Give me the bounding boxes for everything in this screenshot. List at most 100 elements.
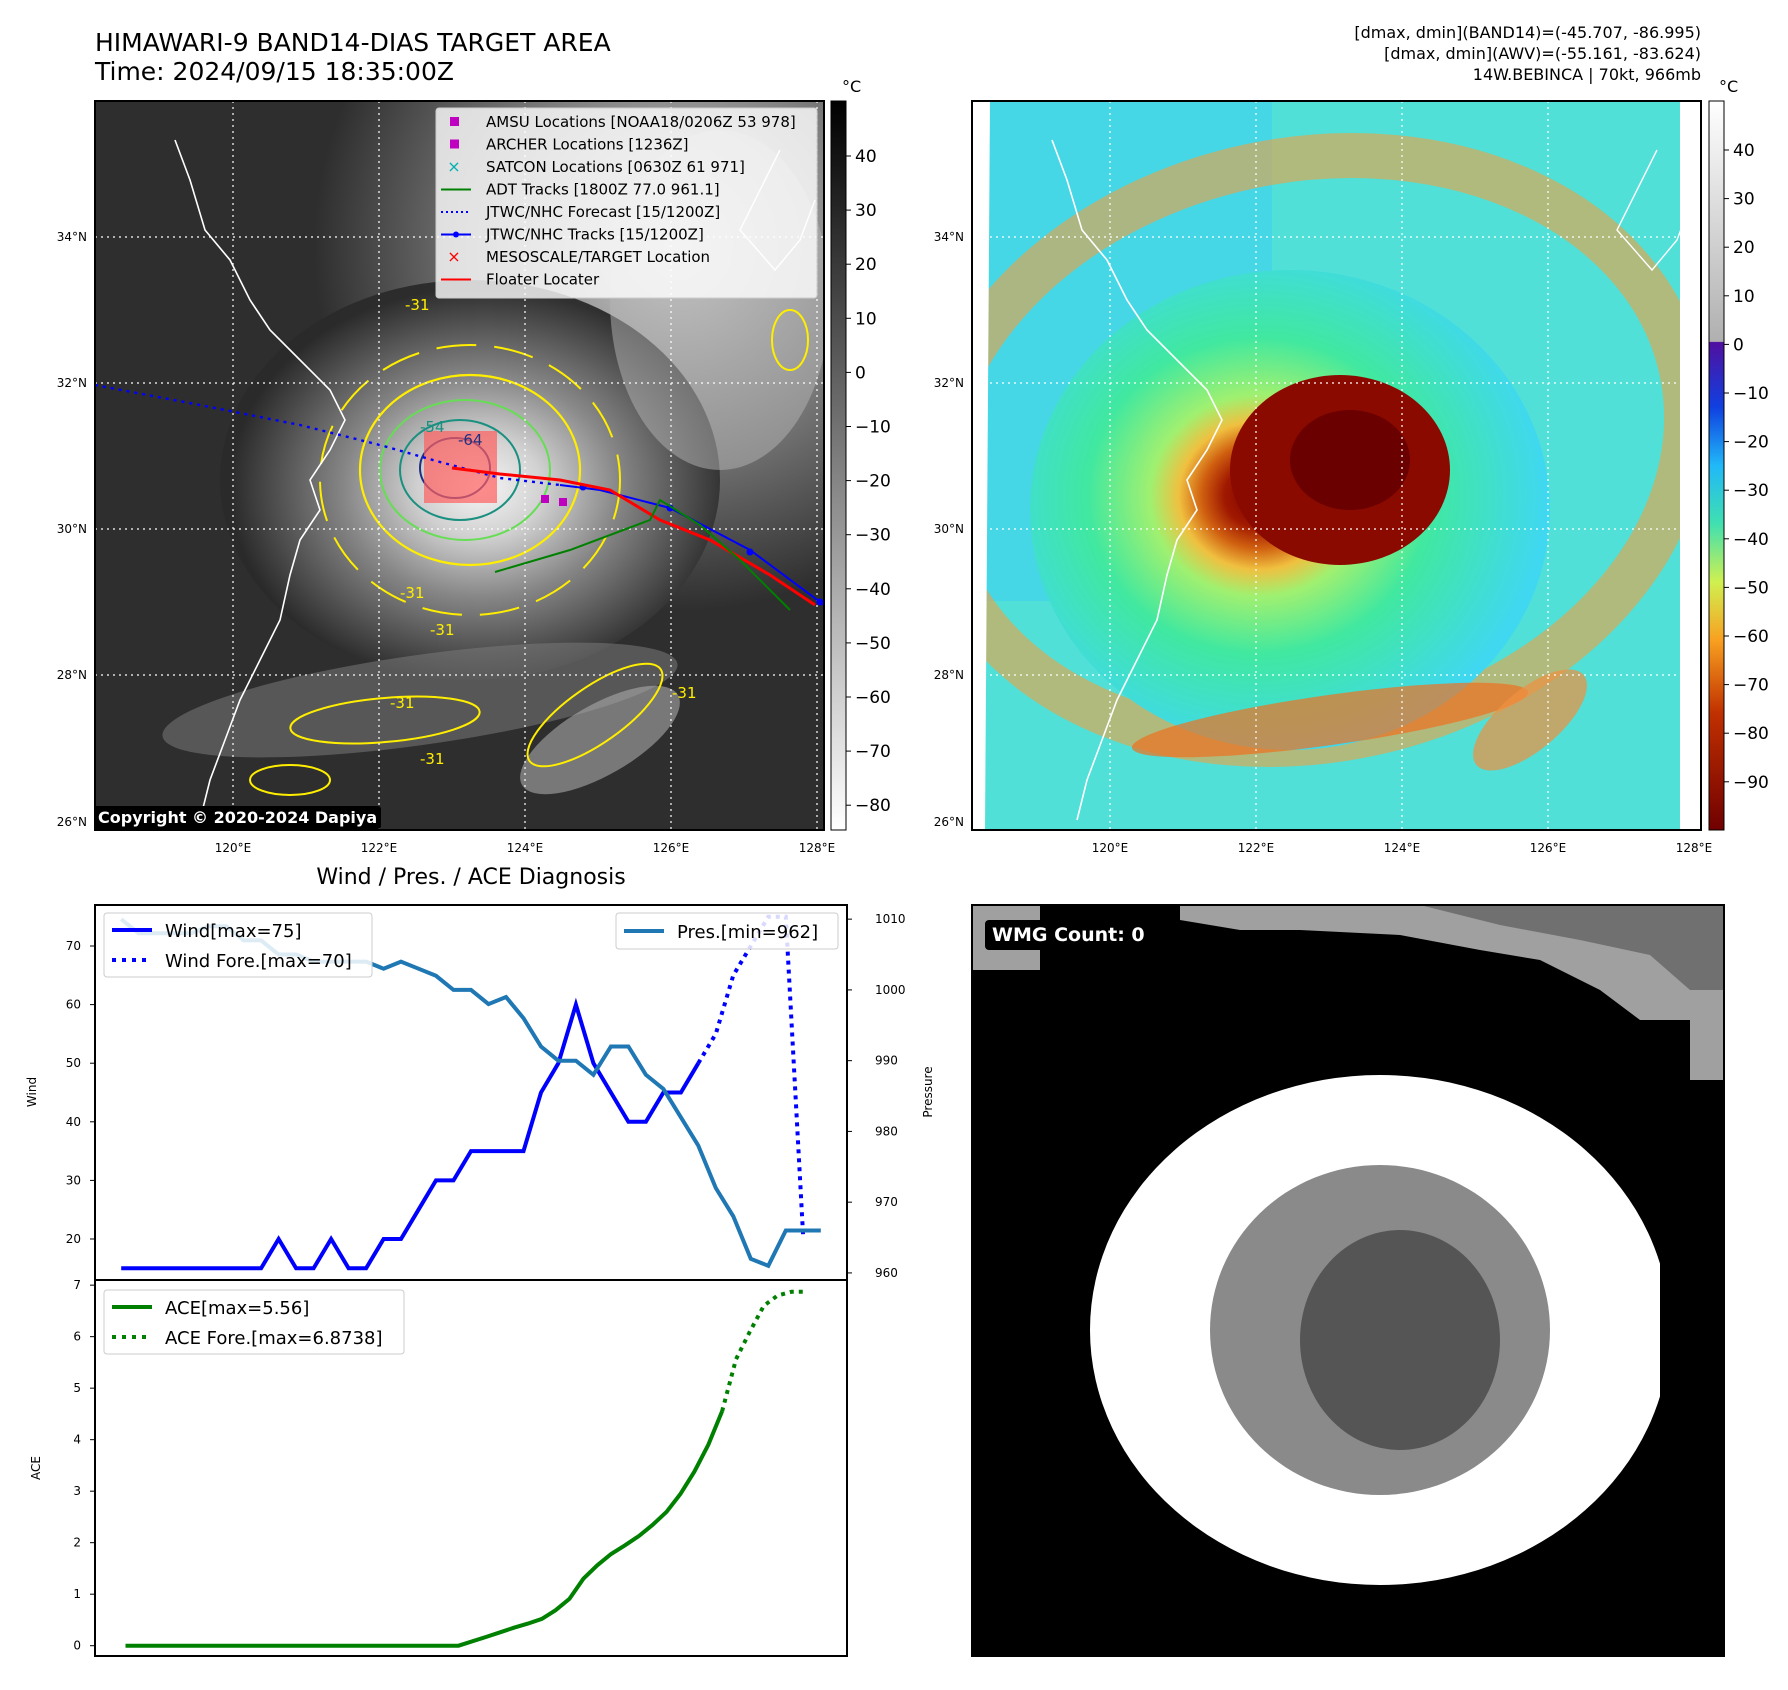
lat-tick-label: 30°N xyxy=(934,522,964,536)
pressure-tick-label: 1010 xyxy=(875,912,906,926)
contour-label: -54 xyxy=(420,418,445,436)
lon-tick-label: 128°E xyxy=(1676,841,1713,855)
colorbar-tick-label: −70 xyxy=(1733,676,1769,696)
colorbar-tick-label: 30 xyxy=(1733,190,1755,210)
legend-label: JTWC/NHC Tracks [15/1200Z] xyxy=(485,226,704,244)
colorbar-tick-label: 20 xyxy=(855,255,877,275)
lon-tick-label: 120°E xyxy=(215,841,252,855)
contour-label: -31 xyxy=(405,296,430,314)
lat-tick-label: 34°N xyxy=(57,230,87,244)
legend-label: SATCON Locations [0630Z 61 971] xyxy=(486,158,745,176)
wind-tick-label: 30 xyxy=(66,1173,81,1187)
colorbar-tick-label: 10 xyxy=(855,309,877,329)
color-colorbar: °C 40 30 20 10 0 −10 −20 −30 −40 −50 −60 −70 −80 −90 xyxy=(1708,77,1769,831)
legend-square-icon xyxy=(450,117,459,126)
colorbar-tick-label: 40 xyxy=(1733,141,1755,161)
colorbar-tick-label: −80 xyxy=(855,796,891,816)
colorbar-tick-label: 30 xyxy=(855,201,877,221)
wind-line xyxy=(121,997,701,1271)
legend-x-icon: × xyxy=(447,157,460,176)
color-map-frame xyxy=(971,100,1702,831)
wmg-panel xyxy=(971,904,1725,1657)
legend-item: × SATCON Locations [0630Z 61 971] xyxy=(447,157,745,176)
copyright-badge: Copyright © 2020-2024 Dapiya xyxy=(94,806,382,829)
colorbar-tick-label: −90 xyxy=(1733,773,1769,793)
info-awv: [dmax, dmin](AWV)=(-55.161, -83.624) xyxy=(1384,44,1701,63)
legend-item: JTWC/NHC Tracks [15/1200Z] xyxy=(441,226,704,244)
ace-tick-label: 4 xyxy=(73,1433,81,1447)
wind-forecast-legend: Wind Fore.[max=70] xyxy=(165,951,352,972)
lat-tick-label: 32°N xyxy=(57,376,87,390)
color-map-panel xyxy=(972,101,1701,830)
lon-tick-label: 122°E xyxy=(361,841,398,855)
wind-axis-label: Wind xyxy=(25,1077,39,1107)
ace-tick-label: 2 xyxy=(73,1536,81,1550)
diagnosis-title: Wind / Pres. / ACE Diagnosis xyxy=(316,865,625,890)
contour-label: -31 xyxy=(430,621,455,639)
lat-tick-label: 28°N xyxy=(57,668,87,682)
info-band14: [dmax, dmin](BAND14)=(-45.707, -86.995) xyxy=(1354,23,1701,42)
pressure-tick-label: 980 xyxy=(875,1124,898,1138)
colorbar-tick-label: −20 xyxy=(855,472,891,492)
lon-tick-label: 120°E xyxy=(1092,841,1129,855)
ace-tick-label: 1 xyxy=(73,1587,81,1601)
colorbar-tick-label: 0 xyxy=(855,363,866,383)
ace-legend: ACE[max=5.56] xyxy=(165,1298,309,1319)
lat-tick-label: 32°N xyxy=(934,376,964,390)
color-map-ticks: 34°N 32°N 30°N 28°N 26°N 120°E 122°E 124°E 126°E… xyxy=(934,230,1713,855)
ace-tick-label: 5 xyxy=(73,1381,81,1395)
colorbar-tick-label: −30 xyxy=(1733,481,1769,501)
lon-tick-label: 124°E xyxy=(507,841,544,855)
colorbar-tick-label: −10 xyxy=(1733,384,1769,404)
colorbar-tick-label: 0 xyxy=(1733,335,1744,355)
colorbar-tick-label: 40 xyxy=(855,147,877,167)
wmg-count-badge: WMG Count: 0 xyxy=(985,920,1152,950)
colorbar-tick-label: −50 xyxy=(1733,578,1769,598)
wind-tick-label: 60 xyxy=(66,998,81,1012)
contour-label: -31 xyxy=(420,750,445,768)
lon-tick-label: 128°E xyxy=(799,841,836,855)
colorbar-tick-label: −20 xyxy=(1733,433,1769,453)
ace-axis-label: ACE xyxy=(29,1456,43,1480)
legend-label: MESOSCALE/TARGET Location xyxy=(486,248,710,266)
legend-dot-icon xyxy=(453,231,459,238)
wind-legend: Wind[max=75] xyxy=(165,921,302,942)
colorbar-tick-label: −40 xyxy=(1733,530,1769,550)
legend-x-icon: × xyxy=(447,247,460,266)
lat-tick-label: 28°N xyxy=(934,668,964,682)
contour-label: -31 xyxy=(390,694,415,712)
pressure-tick-label: 1000 xyxy=(875,983,906,997)
colorbar-tick-label: 10 xyxy=(1733,287,1755,307)
wind-tick-label: 20 xyxy=(66,1232,81,1246)
ace-forecast-legend: ACE Fore.[max=6.8738] xyxy=(165,1328,383,1349)
colorbar-tick-label: −80 xyxy=(1733,724,1769,744)
legend-label: AMSU Locations [NOAA18/0206Z 53 978] xyxy=(486,113,796,131)
legend-item: JTWC/NHC Forecast [15/1200Z] xyxy=(441,203,720,221)
contour-label: -31 xyxy=(400,584,425,602)
info-storm: 14W.BEBINCA | 70kt, 966mb xyxy=(1473,65,1701,84)
colorbar-tick-label: −10 xyxy=(855,418,891,438)
legend-label: Floater Locater xyxy=(486,271,600,289)
legend-label: ARCHER Locations [1236Z] xyxy=(486,136,689,154)
map-legend: AMSU Locations [NOAA18/0206Z 53 978] ARCH… xyxy=(435,107,818,299)
gray-colorbar: °C 40 30 20 10 0 −10 −20 −30 −40 −50 −60 −70 −80 xyxy=(830,77,891,831)
colorbar-tick-label: 20 xyxy=(1733,238,1755,258)
legend-label: ADT Tracks [1800Z 77.0 961.1] xyxy=(486,181,720,199)
gray-colorbar-unit: °C xyxy=(842,77,861,96)
lat-tick-label: 26°N xyxy=(57,815,87,829)
pressure-tick-label: 960 xyxy=(875,1266,898,1280)
ace-tick-label: 7 xyxy=(73,1278,81,1292)
pressure-tick-label: 990 xyxy=(875,1054,898,1068)
ace-line xyxy=(125,1410,724,1648)
contour-label: -31 xyxy=(672,684,697,702)
contour-label: -64 xyxy=(458,431,483,449)
figure-time: Time: 2024/09/15 18:35:00Z xyxy=(94,57,454,86)
pressure-legend: Pres.[min=962] xyxy=(677,922,818,943)
ir-map-frame xyxy=(94,100,825,831)
ace-tick-label: 6 xyxy=(73,1330,81,1344)
lat-tick-label: 26°N xyxy=(934,815,964,829)
lon-tick-label: 126°E xyxy=(653,841,690,855)
lon-tick-label: 126°E xyxy=(1530,841,1567,855)
lat-tick-label: 30°N xyxy=(57,522,87,536)
